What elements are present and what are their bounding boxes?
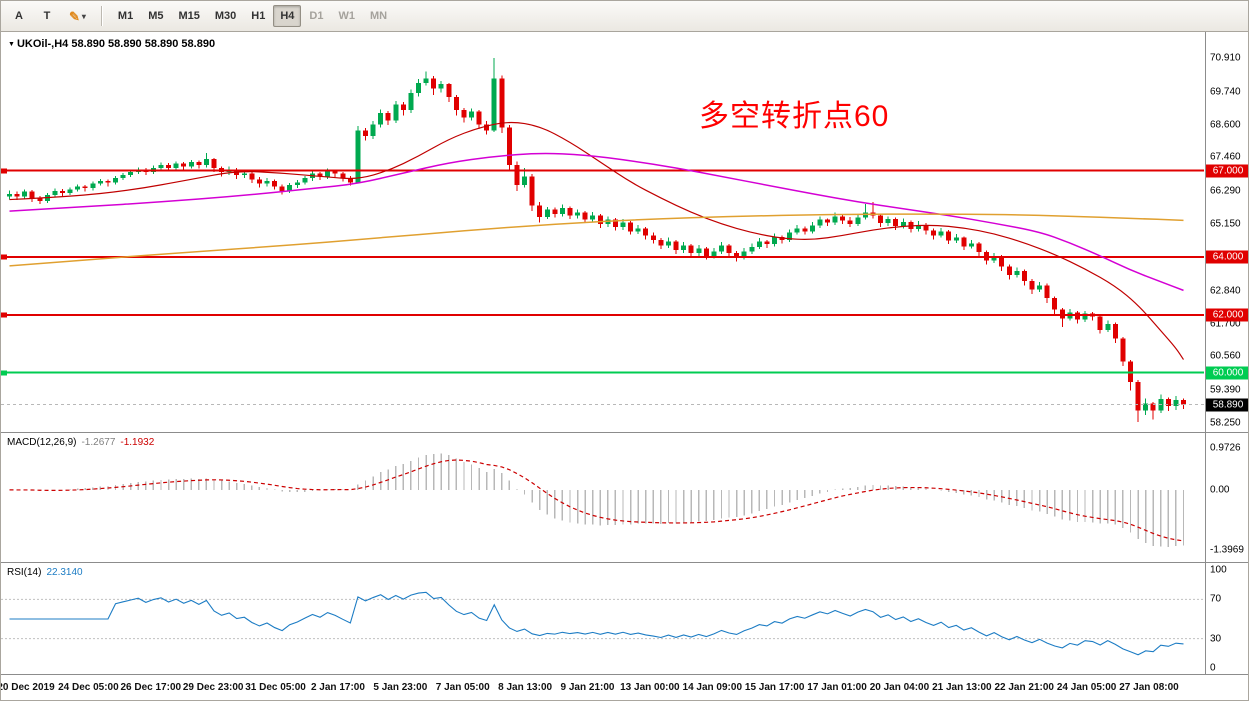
- time-axis-label: 14 Jan 09:00: [682, 682, 743, 693]
- rsi-label: RSI(14) 22.3140: [7, 567, 83, 578]
- timeframe-button-h1[interactable]: H1: [244, 5, 272, 27]
- ma-mid-magenta-line: [9, 152, 1184, 292]
- current-price-badge: 58.890: [1206, 398, 1248, 412]
- time-axis-label: 5 Jan 23:00: [373, 682, 428, 693]
- macd-label: MACD(12,26,9) -1.2677 -1.1932: [7, 437, 154, 448]
- time-axis-label: 27 Jan 08:00: [1119, 682, 1179, 693]
- macd-histogram-layer: [16, 453, 1185, 548]
- timeframe-group: M1 M5 M15 M30 H1 H4 D1 W1 MN: [111, 5, 394, 27]
- text-tool-button[interactable]: A: [6, 5, 32, 27]
- macd-indicator-chart[interactable]: [1, 433, 1204, 562]
- time-axis-label: 31 Dec 05:00: [245, 682, 306, 693]
- time-axis-label: 24 Dec 05:00: [58, 682, 119, 693]
- dropdown-arrow-icon: ▾: [81, 11, 86, 21]
- rsi-name: RSI(14): [7, 567, 42, 578]
- symbol-ohlc-label: ▼ UKOil-,H4 58.890 58.890 58.890 58.890: [8, 38, 215, 50]
- ma-slow-orange-line: [9, 213, 1184, 267]
- time-axis[interactable]: 20 Dec 2019 24 Dec 05:00 26 Dec 17:00 29 De…: [0, 675, 1204, 700]
- chart-annotation-text[interactable]: 多空转折点60: [699, 100, 890, 133]
- timeframe-button-w1[interactable]: W1: [331, 5, 362, 27]
- timeframe-button-m5[interactable]: M5: [141, 5, 170, 27]
- macd-scale-label: -1.3969: [1210, 544, 1244, 556]
- crayon-tool-button[interactable]: ✎ ▾: [62, 5, 93, 27]
- toolbar-separator: [100, 6, 103, 26]
- time-axis-label: 26 Dec 17:00: [120, 682, 182, 693]
- hline-left-handle[interactable]: [1, 312, 7, 318]
- price-tick-label: 59.390: [1210, 384, 1241, 396]
- macd-scale-label: 0.9726: [1210, 442, 1241, 454]
- timeframe-button-m30[interactable]: M30: [208, 5, 243, 27]
- price-chart[interactable]: [1, 31, 1204, 432]
- crayon-icon: ✎: [69, 8, 80, 24]
- rsi-scale-label: 0: [1210, 662, 1216, 674]
- toolbar: A T ✎ ▾ M1 M5 M15 M30 H1 H4 D1 W1 MN: [1, 1, 1248, 32]
- symbol-dropdown-icon[interactable]: ▼: [8, 41, 15, 48]
- price-tick-label: 68.600: [1210, 119, 1241, 131]
- price-tick-label: 70.910: [1210, 52, 1241, 64]
- hline-price-badge: 64.000: [1206, 250, 1248, 264]
- time-axis-label: 20 Dec 2019: [0, 682, 55, 693]
- rsi-scale-label: 30: [1210, 633, 1222, 645]
- timeframe-button-h4[interactable]: H4: [273, 5, 302, 27]
- rsi-indicator-chart[interactable]: [1, 563, 1204, 674]
- hline-left-handle[interactable]: [1, 168, 7, 174]
- panel-separator: [1, 674, 1248, 675]
- price-tick-label: 62.840: [1210, 285, 1241, 297]
- time-axis-label: 13 Jan 00:00: [620, 682, 680, 693]
- hline-left-handle[interactable]: [1, 370, 7, 376]
- time-axis-label: 20 Jan 04:00: [869, 682, 930, 693]
- panel-separator[interactable]: [1, 432, 1248, 433]
- cursor-text-tool-button[interactable]: T: [34, 5, 60, 27]
- candles-layer: [7, 58, 1186, 423]
- time-axis-label: 22 Jan 21:00: [994, 682, 1054, 693]
- timeframe-button-m15[interactable]: M15: [171, 5, 206, 27]
- panel-separator[interactable]: [1, 562, 1248, 563]
- rsi-scale-label: 100: [1210, 564, 1227, 576]
- macd-main-value: -1.2677: [81, 437, 116, 448]
- timeframe-button-mn[interactable]: MN: [363, 5, 394, 27]
- rsi-line: [9, 591, 1184, 656]
- price-tick-label: 66.290: [1210, 185, 1241, 197]
- time-axis-label: 15 Jan 17:00: [744, 682, 805, 693]
- hline-price-badge: 62.000: [1206, 308, 1248, 322]
- time-axis-label: 9 Jan 21:00: [560, 682, 615, 693]
- timeframe-button-d1[interactable]: D1: [302, 5, 330, 27]
- macd-signal-line: [9, 459, 1184, 542]
- rsi-scale-label: 70: [1210, 593, 1222, 605]
- symbol-ohlc-text: UKOil-,H4 58.890 58.890 58.890 58.890: [16, 38, 216, 50]
- time-axis-label: 2 Jan 17:00: [310, 682, 365, 693]
- macd-scale-label: 0.00: [1210, 484, 1230, 496]
- time-axis-label: 21 Jan 13:00: [932, 682, 992, 693]
- price-tick-label: 67.460: [1210, 151, 1241, 163]
- time-axis-label: 17 Jan 01:00: [807, 682, 867, 693]
- price-axis: 70.910 69.740 68.600 67.460 66.290 65.150 64.0…: [1205, 31, 1248, 674]
- time-axis-label: 8 Jan 13:00: [498, 682, 553, 693]
- time-axis-label: 7 Jan 05:00: [435, 682, 490, 693]
- time-axis-label: 29 Dec 23:00: [182, 682, 244, 693]
- ma-fast-red-line: [9, 121, 1185, 360]
- price-tick-label: 60.560: [1210, 350, 1241, 362]
- timeframe-button-m1[interactable]: M1: [111, 5, 140, 27]
- hline-price-badge: 67.000: [1206, 164, 1248, 178]
- price-tick-label: 58.250: [1210, 417, 1241, 429]
- macd-signal-value: -1.1932: [120, 437, 155, 448]
- hline-price-badge: 60.000: [1206, 366, 1248, 380]
- price-tick-label: 61.700: [1210, 318, 1241, 330]
- horizontal-lines-layer: [1, 169, 1204, 406]
- time-axis-label: 24 Jan 05:00: [1056, 682, 1117, 693]
- rsi-value: 22.3140: [46, 567, 83, 578]
- price-tick-label: 65.150: [1210, 218, 1241, 230]
- macd-name: MACD(12,26,9): [7, 437, 77, 448]
- hline-left-handle[interactable]: [1, 254, 7, 260]
- price-tick-label: 69.740: [1210, 86, 1241, 98]
